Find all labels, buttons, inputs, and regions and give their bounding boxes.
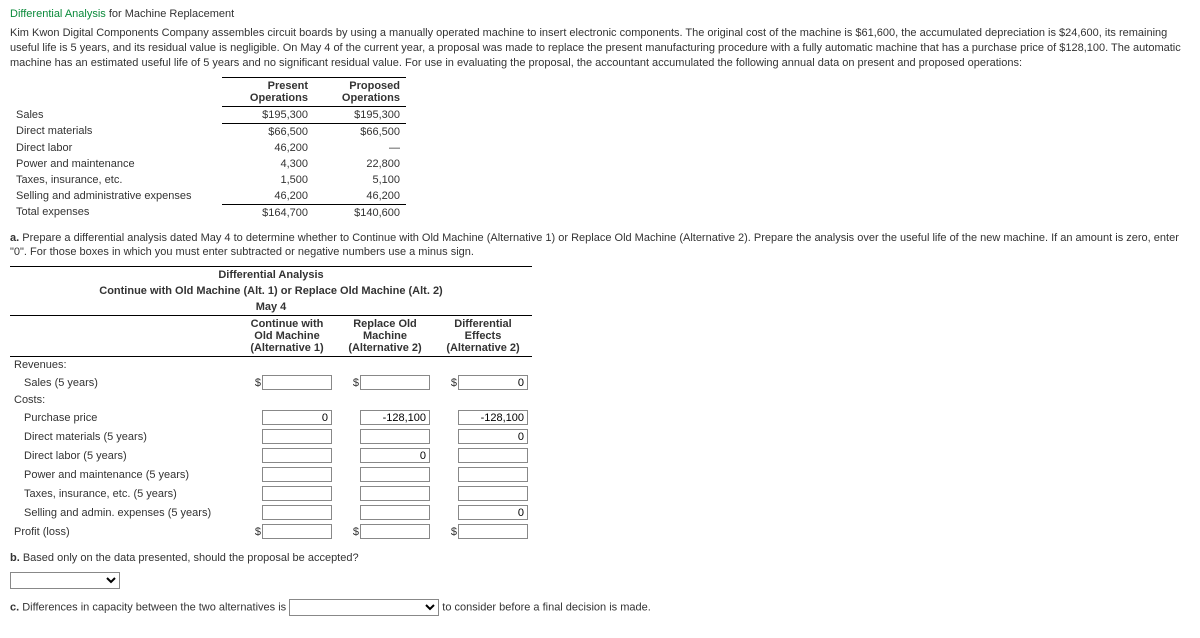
- intro-paragraph: Kim Kwon Digital Components Company asse…: [10, 26, 1190, 71]
- diff-title-1: Differential Analysis: [10, 267, 532, 284]
- operations-table: Present Operations Proposed Operations S…: [10, 77, 406, 221]
- ops-proposed-value: —: [314, 140, 406, 156]
- ops-proposed-value: $66,500: [314, 123, 406, 140]
- diff-input[interactable]: [360, 467, 430, 482]
- ops-header-present: Present Operations: [222, 77, 314, 106]
- diff-row-label: Sales (5 years): [10, 373, 238, 392]
- diff-row-label: Profit (loss): [10, 522, 238, 541]
- diff-input[interactable]: [262, 486, 332, 501]
- ops-proposed-value: 46,200: [314, 188, 406, 205]
- diff-row-label: Direct labor (5 years): [10, 446, 238, 465]
- ops-present-value: $164,700: [222, 204, 314, 221]
- diff-col-3: Differential Effects (Alternative 2): [434, 316, 532, 357]
- diff-input[interactable]: [360, 486, 430, 501]
- diff-title-3: May 4: [10, 299, 532, 316]
- ops-present-value: 1,500: [222, 172, 314, 188]
- diff-input[interactable]: [262, 524, 332, 539]
- diff-title-2: Continue with Old Machine (Alt. 1) or Re…: [10, 283, 532, 299]
- diff-input[interactable]: [262, 448, 332, 463]
- diff-input[interactable]: [360, 429, 430, 444]
- diff-input[interactable]: [458, 524, 528, 539]
- ops-row-label: Total expenses: [10, 204, 222, 221]
- diff-input[interactable]: [458, 410, 528, 425]
- diff-input[interactable]: [458, 467, 528, 482]
- diff-input[interactable]: [360, 448, 430, 463]
- ops-present-value: 46,200: [222, 188, 314, 205]
- diff-input[interactable]: [360, 524, 430, 539]
- ops-row-label: Direct labor: [10, 140, 222, 156]
- page-title: Differential Analysis for Machine Replac…: [10, 8, 1190, 20]
- diff-input[interactable]: [360, 505, 430, 520]
- diff-input[interactable]: [360, 375, 430, 390]
- ops-header-proposed: Proposed Operations: [314, 77, 406, 106]
- diff-col-2: Replace Old Machine (Alternative 2): [336, 316, 434, 357]
- ops-present-value: 46,200: [222, 140, 314, 156]
- diff-row-label: Direct materials (5 years): [10, 427, 238, 446]
- question-c-select[interactable]: [289, 599, 439, 616]
- question-a: a. Prepare a differential analysis dated…: [10, 231, 1190, 261]
- diff-input[interactable]: [360, 410, 430, 425]
- diff-input[interactable]: [262, 429, 332, 444]
- question-b: b. Based only on the data presented, sho…: [10, 551, 1190, 566]
- diff-input[interactable]: [262, 467, 332, 482]
- diff-input[interactable]: [458, 448, 528, 463]
- diff-row-label: Taxes, insurance, etc. (5 years): [10, 484, 238, 503]
- ops-row-label: Direct materials: [10, 123, 222, 140]
- question-b-select[interactable]: [10, 572, 120, 589]
- title-link[interactable]: Differential Analysis: [10, 8, 106, 20]
- ops-present-value: $66,500: [222, 123, 314, 140]
- diff-input[interactable]: [458, 505, 528, 520]
- diff-row-label: Revenues:: [10, 357, 238, 374]
- ops-present-value: 4,300: [222, 156, 314, 172]
- diff-col-1: Continue with Old Machine (Alternative 1…: [238, 316, 336, 357]
- ops-row-label: Sales: [10, 106, 222, 123]
- diff-input[interactable]: [262, 375, 332, 390]
- diff-row-label: Power and maintenance (5 years): [10, 465, 238, 484]
- diff-input[interactable]: [458, 486, 528, 501]
- ops-present-value: $195,300: [222, 106, 314, 123]
- ops-proposed-value: $140,600: [314, 204, 406, 221]
- ops-proposed-value: $195,300: [314, 106, 406, 123]
- diff-input[interactable]: [458, 375, 528, 390]
- ops-row-label: Power and maintenance: [10, 156, 222, 172]
- ops-row-label: Selling and administrative expenses: [10, 188, 222, 205]
- title-rest: for Machine Replacement: [106, 8, 234, 20]
- question-c: c. Differences in capacity between the t…: [10, 599, 1190, 616]
- diff-input[interactable]: [262, 410, 332, 425]
- diff-row-label: Costs:: [10, 392, 238, 408]
- ops-row-label: Taxes, insurance, etc.: [10, 172, 222, 188]
- diff-input[interactable]: [262, 505, 332, 520]
- ops-proposed-value: 5,100: [314, 172, 406, 188]
- differential-analysis-table: Differential Analysis Continue with Old …: [10, 266, 532, 541]
- ops-proposed-value: 22,800: [314, 156, 406, 172]
- diff-row-label: Selling and admin. expenses (5 years): [10, 503, 238, 522]
- diff-input[interactable]: [458, 429, 528, 444]
- diff-row-label: Purchase price: [10, 408, 238, 427]
